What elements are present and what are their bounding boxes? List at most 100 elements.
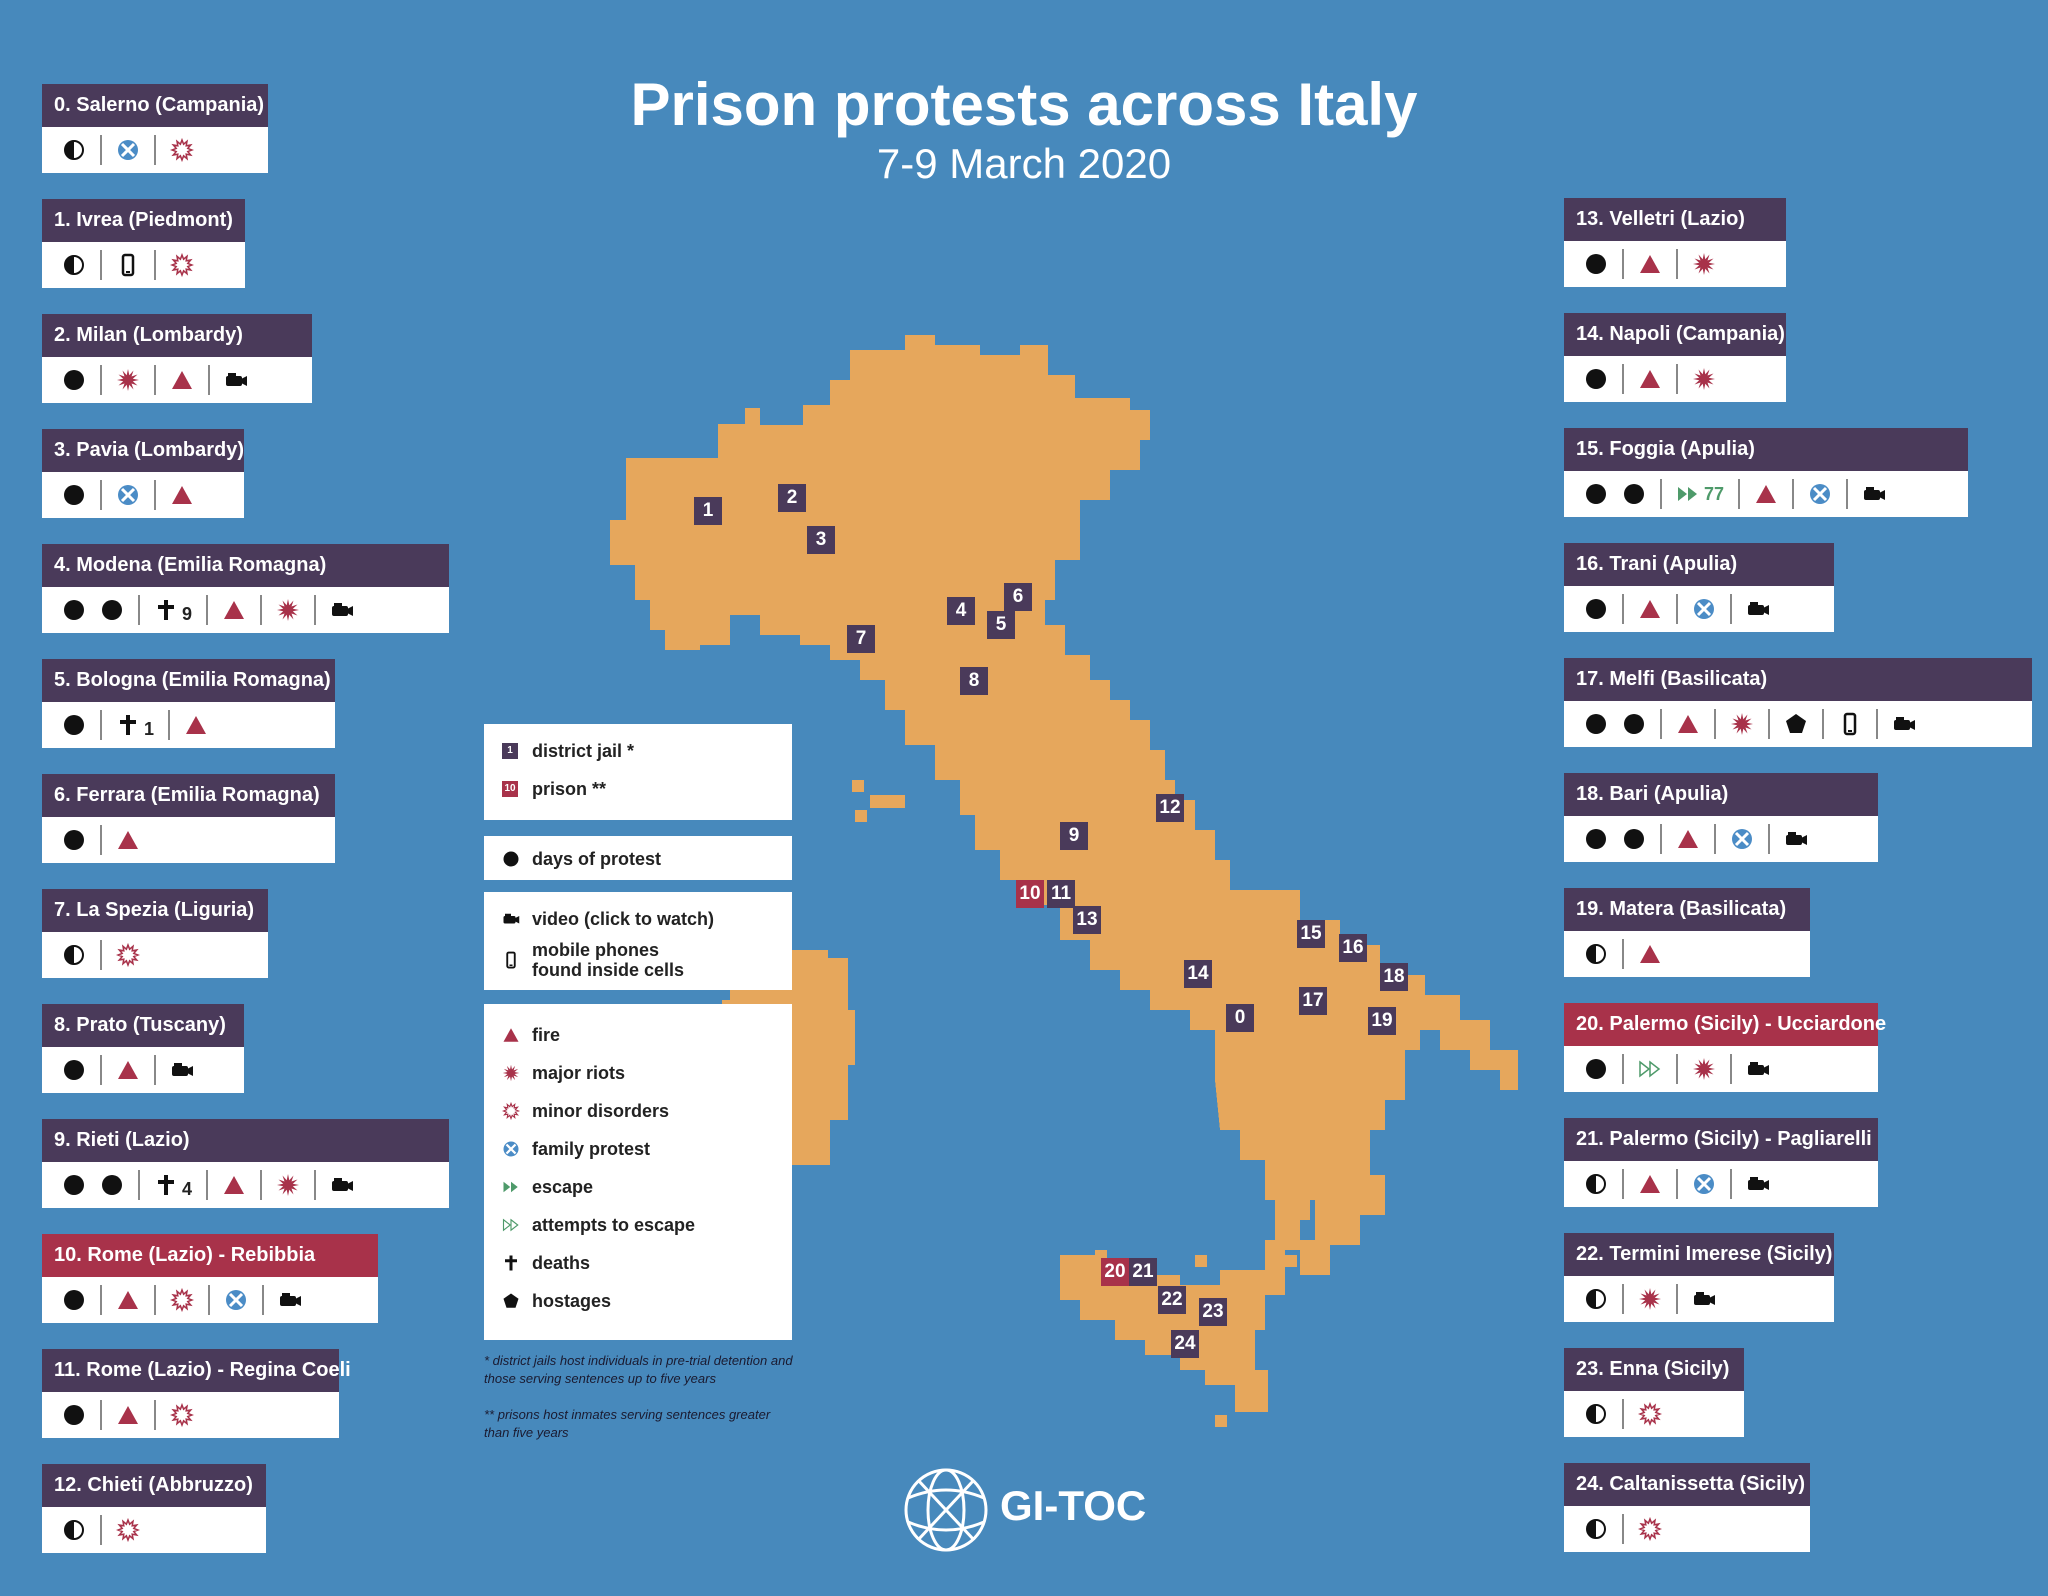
facility-icons: [1564, 241, 1786, 287]
video-icon[interactable]: [1784, 827, 1808, 851]
italy-region-shape: [610, 335, 1518, 1275]
major-riots-icon: [1693, 253, 1715, 275]
facility-card: 14. Napoli (Campania): [1564, 313, 1786, 402]
map-marker[interactable]: 23: [1199, 1298, 1227, 1326]
island-square: [852, 780, 864, 792]
legend-label: attempts to escape: [532, 1214, 696, 1235]
video-icon[interactable]: [1892, 712, 1916, 736]
map-marker[interactable]: 3: [807, 526, 835, 554]
video-icon[interactable]: [224, 368, 248, 392]
legend-item: family protest: [484, 1130, 792, 1168]
map-marker[interactable]: 7: [847, 625, 875, 653]
facility-card: 10. Rome (Lazio) - Rebibbia: [42, 1234, 378, 1323]
facility-name: 13. Velletri (Lazio): [1564, 198, 1786, 241]
facility-name: 3. Pavia (Lombardy): [42, 429, 244, 472]
icon-cell: [1570, 1054, 1624, 1084]
day-of-protest-icon: [503, 851, 519, 867]
icon-cell: [48, 135, 102, 165]
map-marker[interactable]: 21: [1129, 1258, 1157, 1286]
day-of-protest-icon: [102, 600, 122, 620]
icon-cell: [156, 365, 210, 395]
legend-item: video (click to watch): [484, 900, 792, 938]
facility-name: 12. Chieti (Abbruzzo): [42, 1464, 266, 1507]
map-marker[interactable]: 2: [778, 484, 806, 512]
fire-icon: [1640, 945, 1660, 963]
facility-icons: [42, 357, 312, 403]
map-marker[interactable]: 1: [694, 497, 722, 525]
fire-icon: [1640, 370, 1660, 388]
half-day-protest-icon: [64, 255, 84, 275]
facility-icons: [42, 472, 244, 518]
video-icon[interactable]: [278, 1288, 302, 1312]
fire-icon: [224, 601, 245, 619]
facility-icons: [1564, 1391, 1744, 1437]
icon-cell: [1570, 1514, 1624, 1544]
icon-cell: 9: [140, 595, 209, 625]
day-of-protest-icon: [64, 1290, 84, 1310]
video-icon[interactable]: [1746, 1057, 1770, 1081]
legend-label: family protest: [532, 1138, 651, 1159]
map-marker[interactable]: 22: [1158, 1286, 1186, 1314]
map-marker[interactable]: 15: [1297, 920, 1325, 948]
map-marker[interactable]: 6: [1004, 583, 1032, 611]
map-marker[interactable]: 17: [1299, 987, 1327, 1015]
half-day-protest-icon: [64, 945, 84, 965]
map-marker[interactable]: 18: [1380, 963, 1408, 991]
facility-icons: [1564, 586, 1834, 632]
map-marker[interactable]: 24: [1171, 1330, 1199, 1358]
video-icon[interactable]: [1746, 597, 1770, 621]
icon-cell: [1878, 709, 1930, 739]
map-marker[interactable]: 10: [1016, 880, 1044, 908]
minor-disorders-icon: [116, 1518, 140, 1542]
icon-cell: [102, 1400, 156, 1430]
gi-toc-logo-text[interactable]: GI-TOC: [1000, 1482, 1147, 1529]
video-icon[interactable]: [1746, 1172, 1770, 1196]
day-of-protest-icon: [1586, 484, 1606, 504]
legend-item: deaths: [484, 1244, 792, 1282]
video-icon[interactable]: [502, 910, 520, 928]
fire-icon: [118, 1061, 138, 1079]
video-icon[interactable]: [1862, 482, 1886, 506]
map-marker[interactable]: 19: [1368, 1007, 1396, 1035]
map-marker[interactable]: 11: [1047, 880, 1075, 908]
island-square: [1285, 1255, 1297, 1267]
gi-toc-logo-icon[interactable]: [898, 1460, 1158, 1560]
map-marker[interactable]: 9: [1060, 822, 1088, 850]
facility-icons: [42, 242, 245, 288]
video-icon[interactable]: [330, 598, 354, 622]
island-square: [855, 810, 867, 822]
facility-icons: [1564, 1046, 1878, 1092]
legend-label: found inside cells: [532, 960, 685, 980]
icon-cell: [1678, 249, 1730, 279]
legend-label: deaths: [532, 1252, 591, 1273]
icon-cell: [48, 1400, 102, 1430]
map-marker[interactable]: 13: [1073, 906, 1101, 934]
map-marker[interactable]: 12: [1156, 794, 1184, 822]
icon-cell: [102, 365, 156, 395]
facility-name: 18. Bari (Apulia): [1564, 773, 1878, 816]
legend-item: mobile phones found inside cells: [484, 938, 792, 982]
minor-disorders-icon: [116, 943, 140, 967]
map-marker[interactable]: 4: [947, 597, 975, 625]
facility-name: 10. Rome (Lazio) - Rebibbia: [42, 1234, 378, 1277]
italy-region-shape: [1215, 1080, 1310, 1275]
map-marker[interactable]: 5: [987, 611, 1015, 639]
map-marker[interactable]: 20: [1101, 1258, 1129, 1286]
icon-cell: [1570, 364, 1624, 394]
facility-icons: [42, 127, 268, 173]
video-icon[interactable]: [330, 1173, 354, 1197]
icon-cell: [48, 250, 102, 280]
map-marker[interactable]: 8: [960, 667, 988, 695]
video-icon[interactable]: [170, 1058, 194, 1082]
facility-card: 24. Caltanissetta (Sicily): [1564, 1463, 1810, 1552]
map-marker[interactable]: 0: [1226, 1004, 1254, 1032]
icon-cell: [48, 595, 140, 625]
day-of-protest-icon: [64, 1405, 84, 1425]
facility-card: 19. Matera (Basilicata): [1564, 888, 1810, 977]
video-icon[interactable]: [1692, 1287, 1716, 1311]
map-marker[interactable]: 16: [1339, 934, 1367, 962]
map-marker[interactable]: 14: [1184, 960, 1212, 988]
icon-cell: [210, 365, 262, 395]
icon-cell: [102, 940, 154, 970]
day-of-protest-icon: [64, 370, 84, 390]
